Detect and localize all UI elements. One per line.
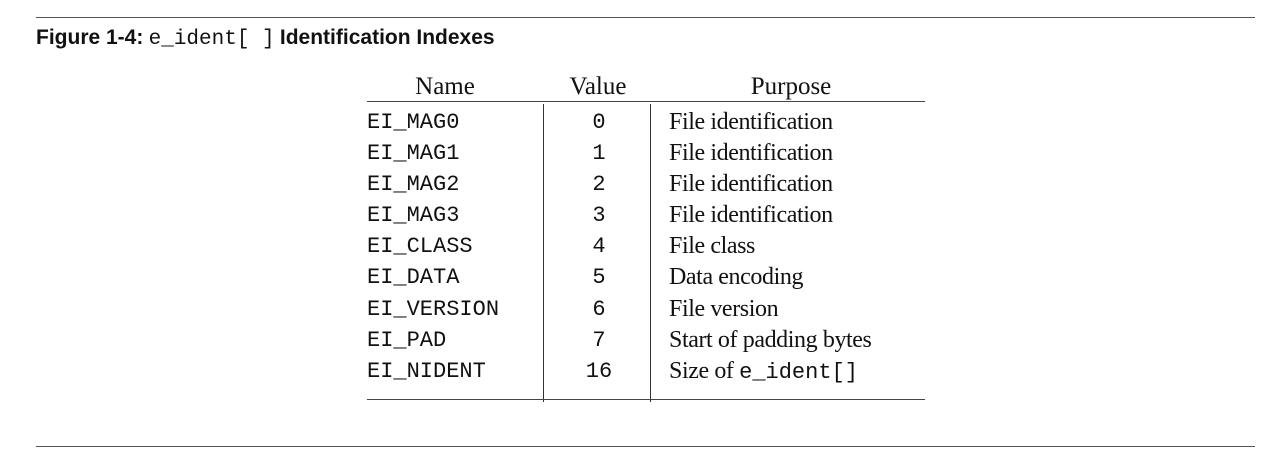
name-cell: EI_NIDENT [367,359,486,384]
name-cell: EI_CLASS [367,234,473,259]
purpose-cell: File version [669,296,779,322]
header-rule [367,101,925,102]
value-cell: 6 [592,297,606,322]
table-row: EI_DATA 5 Data encoding [365,262,927,293]
value-cell: 7 [592,328,606,353]
name-cell: EI_MAG0 [367,110,460,135]
column-header-value: Value [569,73,627,100]
value-cell: 2 [592,172,606,197]
value-cell: 1 [592,141,606,166]
purpose-cell: File class [669,233,755,259]
table-row: EI_MAG3 3 File identification [365,200,927,231]
figure-caption: Figure 1-4: e_ident[ ] Identification In… [36,24,495,51]
column-header-purpose: Purpose [750,73,832,100]
column-divider-value-purpose [650,104,651,402]
purpose-text: Size of [669,358,734,384]
purpose-cell: File identification [669,202,833,228]
table-row: EI_MAG2 2 File identification [365,169,927,200]
name-cell: EI_MAG3 [367,203,460,228]
name-cell: EI_VERSION [367,297,500,322]
table-row: EI_NIDENT 16 Size of e_ident[] [365,356,927,387]
value-cell: 0 [592,110,606,135]
name-cell: EI_MAG1 [367,141,460,166]
table-bottom-rule [367,399,925,400]
purpose-code: e_ident[] [739,360,858,385]
value-cell: 4 [592,234,606,259]
purpose-cell: Data encoding [669,264,804,290]
purpose-cell: File identification [669,171,833,197]
name-cell: EI_DATA [367,265,460,290]
purpose-cell: File identification [669,109,833,135]
purpose-cell: File identification [669,140,833,166]
figure-code: e_ident[ ] [148,28,275,51]
value-cell: 5 [592,265,606,290]
table-row: EI_PAD 7 Start of padding bytes [365,325,927,356]
column-divider-name-value [543,104,544,402]
purpose-cell: Size of e_ident[] [669,356,927,387]
column-header-name: Name [415,73,475,100]
ident-index-table: Name Value Purpose EI_MAG0 0 File identi… [365,68,927,404]
table-row: EI_MAG1 1 File identification [365,138,927,169]
value-cell: 3 [592,203,606,228]
table-row: EI_VERSION 6 File version [365,294,927,325]
table-row: EI_CLASS 4 File class [365,231,927,262]
figure-title: Identification Indexes [279,26,495,49]
figure-label: Figure 1-4: [36,26,144,49]
bottom-rule [36,446,1255,447]
name-cell: EI_PAD [367,328,447,353]
value-cell: 16 [585,359,613,384]
top-rule [36,17,1255,18]
name-cell: EI_MAG2 [367,172,460,197]
purpose-cell: Start of padding bytes [669,327,872,353]
table-row: EI_MAG0 0 File identification [365,107,927,138]
